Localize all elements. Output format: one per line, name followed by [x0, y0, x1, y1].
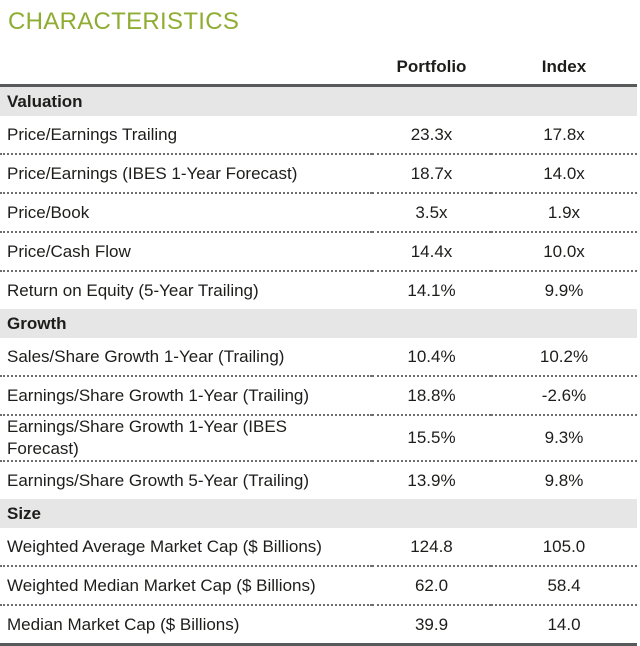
- section-row-growth: Growth: [0, 309, 637, 338]
- portfolio-value: 3.5x: [372, 193, 491, 233]
- table-row: Price/Book 3.5x 1.9x: [0, 193, 637, 233]
- index-value: 14.0: [547, 614, 581, 634]
- portfolio-value: 18.7x: [372, 154, 491, 194]
- label-column-header: [0, 46, 372, 87]
- table-row: Weighted Average Market Cap ($ Billions)…: [0, 528, 637, 567]
- index-value: 105.0: [491, 528, 637, 567]
- row-label: Weighted Median Market Cap ($ Billions): [0, 566, 372, 606]
- index-value: -2.6%: [491, 376, 637, 416]
- table-row: Earnings/Share Growth 1-Year (Trailing) 1…: [0, 376, 637, 416]
- table-row: Median Market Cap ($ Billions) 39.9 14.0: [0, 605, 637, 645]
- index-value: 58.4: [491, 566, 637, 606]
- portfolio-value: 39.9: [414, 614, 449, 634]
- row-label: Return on Equity (5-Year Trailing): [7, 280, 259, 300]
- table-row: Earnings/Share Growth 5-Year (Trailing) 1…: [0, 461, 637, 499]
- table-row: Price/Earnings Trailing 23.3x 17.8x: [0, 116, 637, 155]
- portfolio-value: 23.3x: [372, 116, 491, 155]
- index-value: 17.8x: [491, 116, 637, 155]
- index-value: 10.0x: [491, 232, 637, 272]
- characteristics-table: Portfolio Index Valuation Price/Earnings …: [0, 46, 637, 646]
- row-label: Price/Earnings (IBES 1-Year Forecast): [0, 154, 372, 194]
- section-row-valuation: Valuation: [0, 85, 637, 116]
- index-value: 10.2%: [491, 338, 637, 377]
- row-label: Price/Book: [0, 193, 372, 233]
- row-label: Median Market Cap ($ Billions): [7, 614, 240, 634]
- row-label: Earnings/Share Growth 5-Year (Trailing): [7, 470, 310, 490]
- portfolio-value: 15.5%: [372, 415, 491, 462]
- section-title: Valuation: [0, 85, 637, 116]
- index-value: 1.9x: [491, 193, 637, 233]
- section-row-size: Size: [0, 499, 637, 528]
- page-title: CHARACTERISTICS: [8, 8, 240, 35]
- row-label: Earnings/Share Growth 1-Year (IBES Forec…: [0, 415, 372, 462]
- portfolio-value: 14.4x: [372, 232, 491, 272]
- index-column-header: Index: [491, 46, 637, 87]
- table-row: Price/Earnings (IBES 1-Year Forecast) 18.…: [0, 154, 637, 194]
- portfolio-value: 18.8%: [372, 376, 491, 416]
- portfolio-column-header: Portfolio: [372, 46, 491, 87]
- portfolio-value: 10.4%: [372, 338, 491, 377]
- index-value: 9.3%: [491, 415, 637, 462]
- table-row: Earnings/Share Growth 1-Year (IBES Forec…: [0, 415, 637, 462]
- table-body: Valuation Price/Earnings Trailing 23.3x 17.…: [0, 85, 637, 645]
- table-row: Return on Equity (5-Year Trailing) 14.1% 9…: [0, 271, 637, 309]
- row-label: Price/Earnings Trailing: [0, 116, 372, 155]
- table-row: Sales/Share Growth 1-Year (Trailing) 10.4…: [0, 338, 637, 377]
- table-header: Portfolio Index: [0, 46, 637, 87]
- portfolio-value: 14.1%: [407, 280, 456, 300]
- section-title: Growth: [0, 309, 637, 338]
- row-label: Weighted Average Market Cap ($ Billions): [0, 528, 372, 567]
- row-label: Price/Cash Flow: [0, 232, 372, 272]
- row-label: Earnings/Share Growth 1-Year (Trailing): [0, 376, 372, 416]
- portfolio-value: 13.9%: [407, 470, 456, 490]
- section-title: Size: [0, 499, 637, 528]
- table-row: Price/Cash Flow 14.4x 10.0x: [0, 232, 637, 272]
- row-label: Sales/Share Growth 1-Year (Trailing): [0, 338, 372, 377]
- index-value: 9.8%: [544, 470, 584, 490]
- portfolio-value: 124.8: [372, 528, 491, 567]
- table-row: Weighted Median Market Cap ($ Billions) 6…: [0, 566, 637, 606]
- index-value: 14.0x: [491, 154, 637, 194]
- portfolio-value: 62.0: [372, 566, 491, 606]
- index-value: 9.9%: [544, 280, 584, 300]
